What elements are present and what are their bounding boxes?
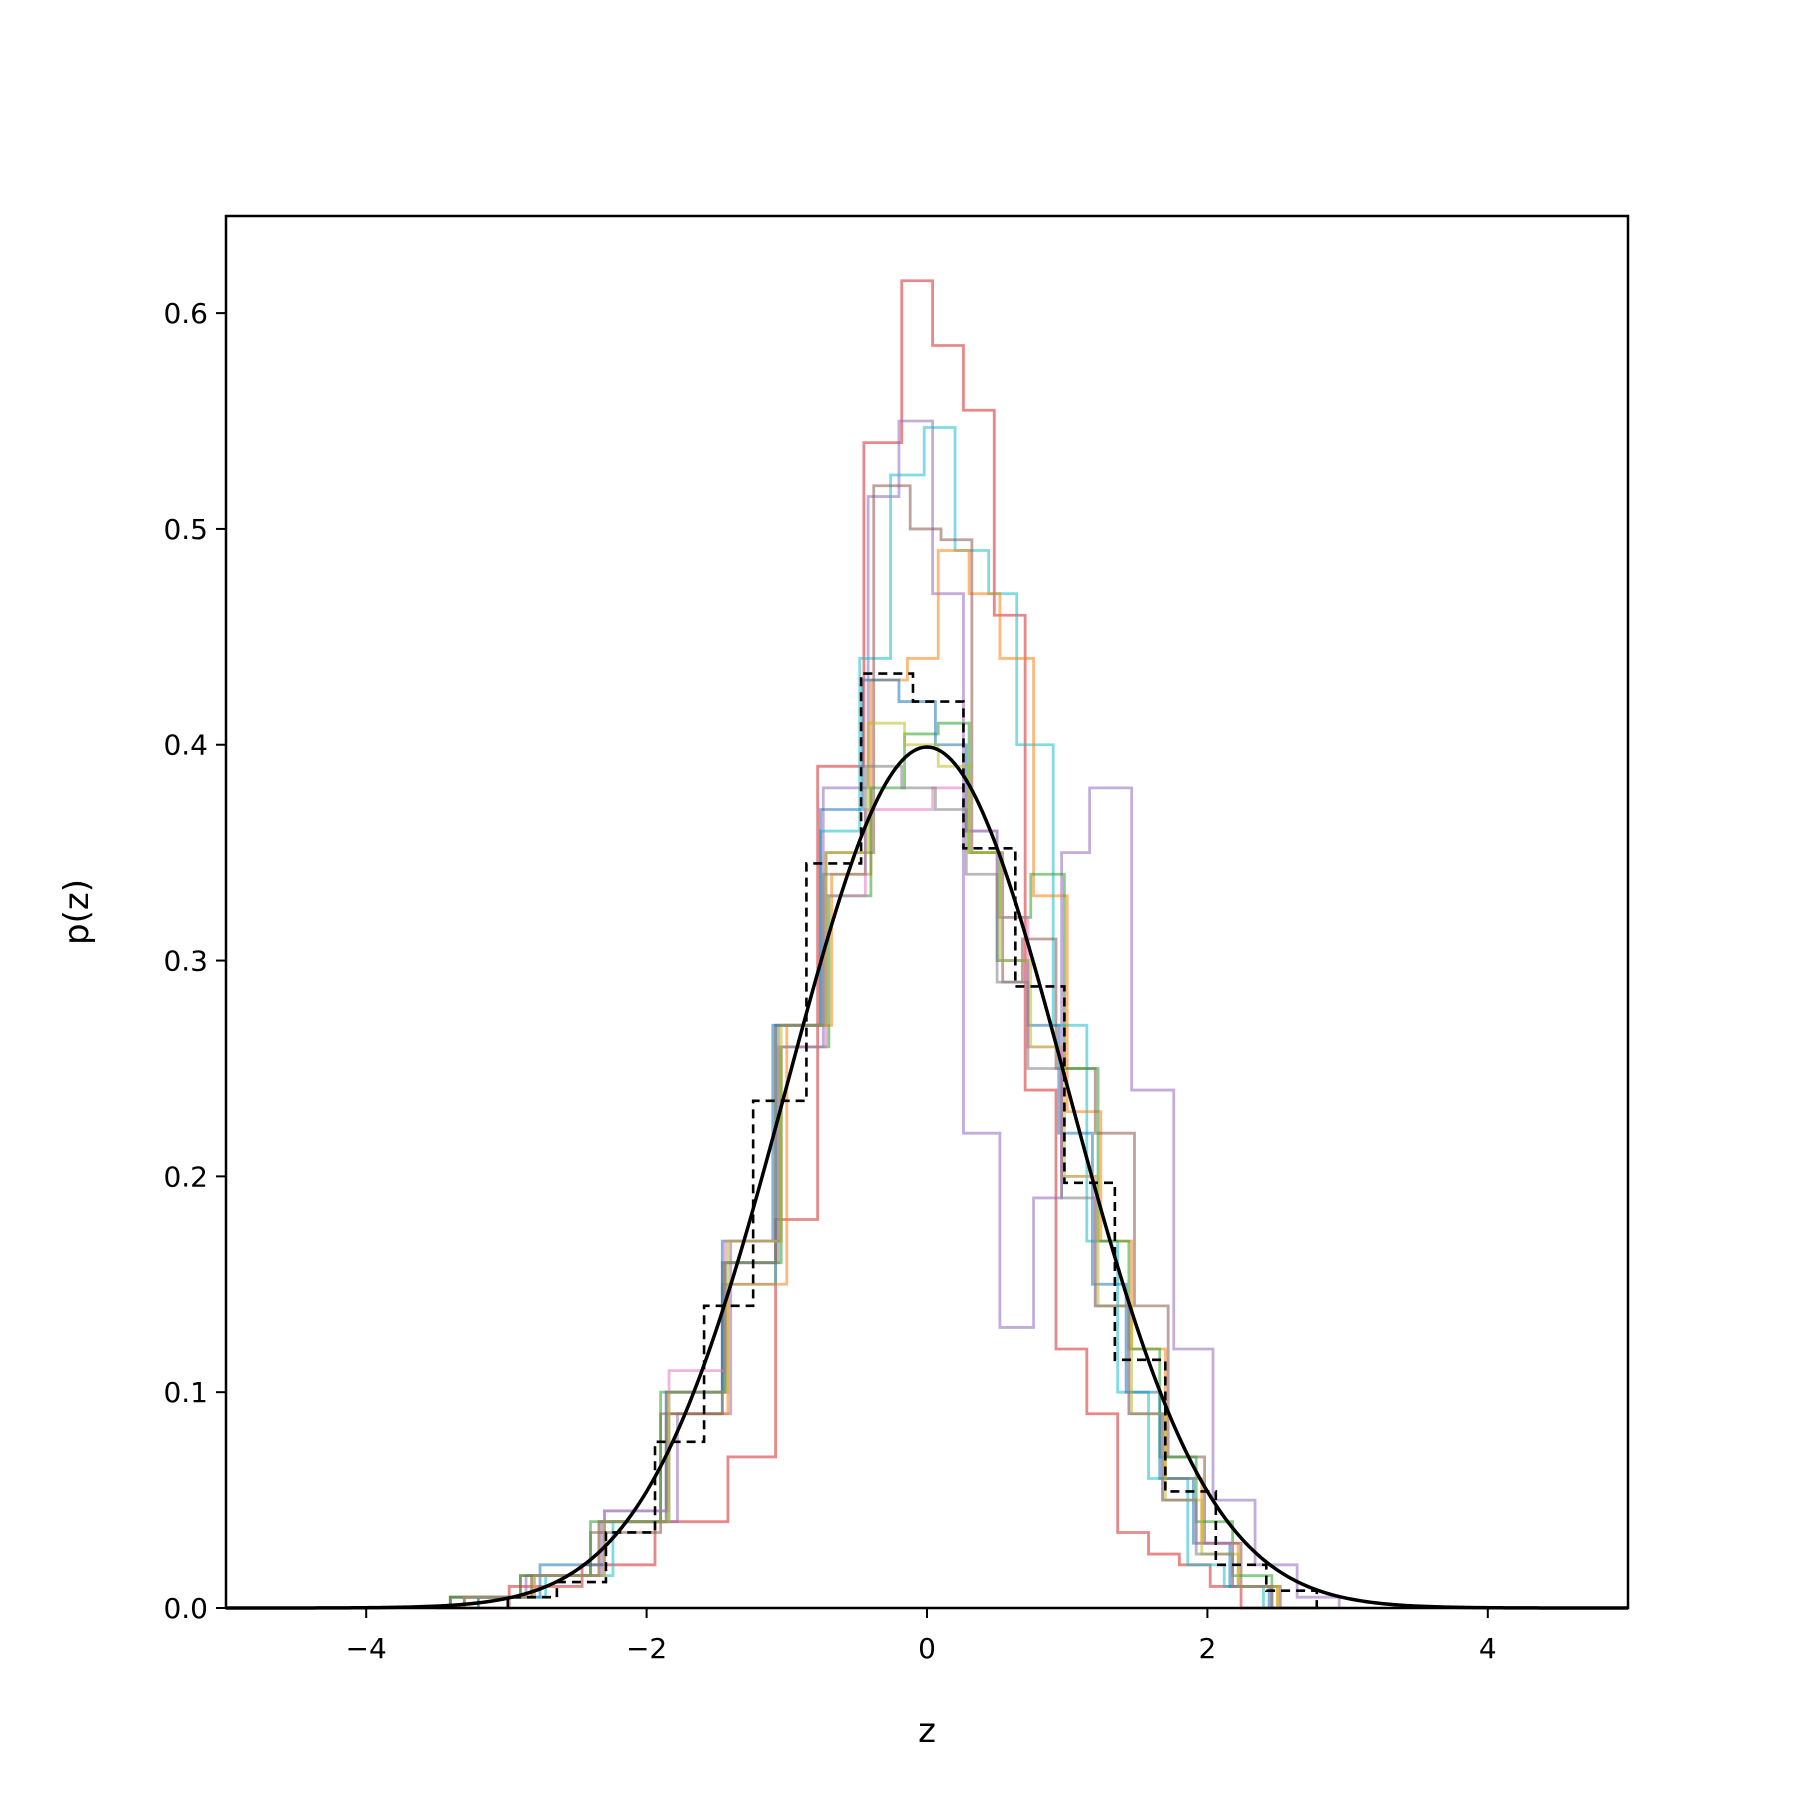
y-tick-label: 0.1	[163, 1376, 208, 1409]
x-axis-ticks: −4 −2 0 2 4	[346, 1608, 1497, 1665]
y-tick-label: 0.2	[163, 1160, 208, 1193]
histogram-series-6	[448, 721, 1314, 1610]
y-tick-label: 0.0	[163, 1592, 208, 1625]
x-axis-label: z	[918, 1711, 936, 1751]
histogram-series-4	[462, 549, 1320, 1610]
histogram-series-10	[462, 764, 1314, 1610]
histogram-series-3	[476, 426, 1306, 1610]
y-tick-label: 0.3	[163, 945, 208, 978]
histogram-reference-dashed	[506, 672, 1319, 1608]
histogram-series-2	[448, 419, 1341, 1608]
histogram-series-9	[462, 721, 1320, 1610]
histograms	[436, 279, 1341, 1610]
y-tick-label: 0.6	[163, 297, 208, 330]
y-axis-label: p(z)	[57, 879, 97, 945]
x-tick-label: −4	[346, 1632, 387, 1665]
histogram-series-7	[476, 678, 1312, 1610]
x-tick-label: 0	[918, 1632, 936, 1665]
histogram-series-5	[448, 484, 1320, 1610]
x-tick-label: 4	[1479, 1632, 1497, 1665]
x-tick-label: 2	[1198, 1632, 1216, 1665]
normal-pdf-curve	[226, 745, 1628, 1610]
y-tick-label: 0.4	[163, 729, 208, 762]
y-tick-label: 0.5	[163, 513, 208, 546]
histogram-series-1	[436, 279, 1272, 1610]
y-axis-ticks: 0.0 0.1 0.2 0.3 0.4 0.5 0.6	[163, 297, 226, 1625]
x-tick-label: −2	[626, 1632, 667, 1665]
plot-frame	[224, 214, 1630, 1610]
